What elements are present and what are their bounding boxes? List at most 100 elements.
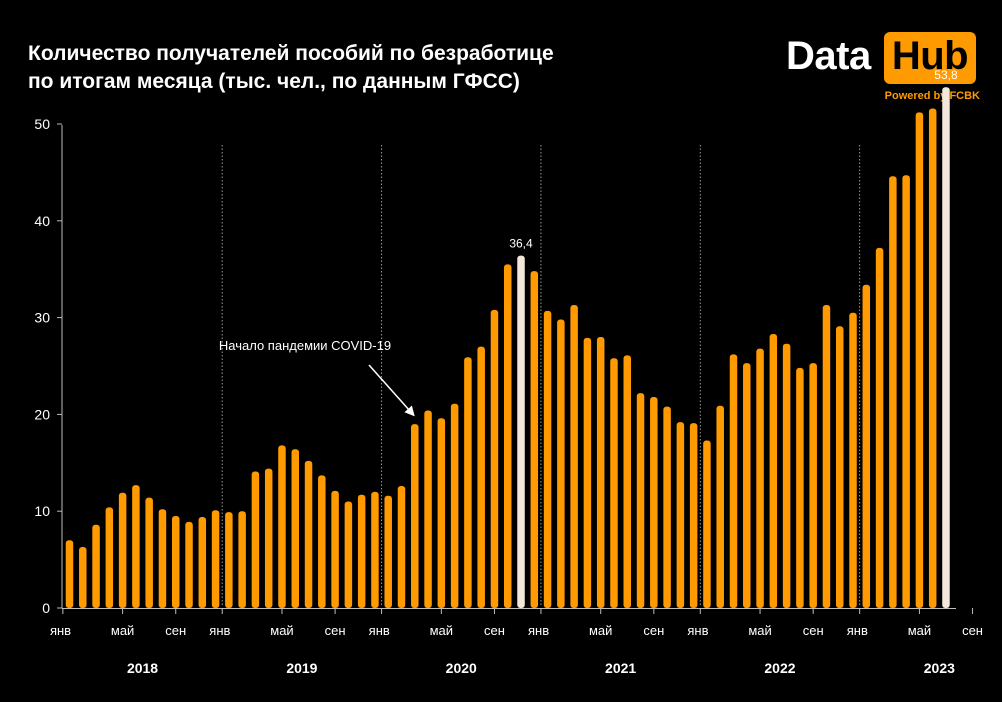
bar <box>331 490 339 608</box>
x-tick-label: май <box>748 623 771 638</box>
x-tick-label: янв <box>847 623 868 638</box>
bar <box>875 247 884 609</box>
year-label: 2021 <box>605 660 636 676</box>
bar <box>424 410 432 608</box>
bar <box>65 540 74 608</box>
annotation-arrow <box>368 364 415 417</box>
x-tick-label: сен <box>484 623 505 638</box>
bar <box>729 354 738 608</box>
bar <box>264 468 273 608</box>
bar <box>304 460 313 608</box>
x-tick-label: май <box>430 623 453 638</box>
year-label: 2023 <box>924 660 955 676</box>
bar <box>318 475 326 608</box>
bar <box>703 440 711 608</box>
bar <box>145 497 153 608</box>
bar <box>756 348 764 608</box>
bar <box>689 423 698 608</box>
bar <box>411 424 419 608</box>
logo-tagline: Powered by FCBK <box>884 90 980 102</box>
bar <box>743 363 751 608</box>
logo-word-data: Data <box>786 34 871 78</box>
bar <box>862 284 871 608</box>
bar <box>344 501 353 608</box>
bar <box>251 471 260 608</box>
x-tick-label: сен <box>803 623 824 638</box>
bar <box>809 363 817 608</box>
bar <box>291 449 300 608</box>
bar <box>636 393 645 608</box>
x-tick-label: май <box>270 623 293 638</box>
bar <box>225 512 233 608</box>
y-tick-label: 40 <box>34 213 50 229</box>
x-tick-label: май <box>111 623 134 638</box>
y-tick-label: 10 <box>34 503 50 519</box>
x-tick-label: сен <box>325 623 346 638</box>
bar <box>503 264 512 608</box>
year-label: 2020 <box>446 660 477 676</box>
y-tick-label: 20 <box>34 406 50 422</box>
bar <box>118 492 127 608</box>
bar <box>543 310 552 608</box>
year-label: 2018 <box>127 660 158 676</box>
bar <box>357 494 366 608</box>
bar <box>490 309 499 608</box>
x-tick-label: янв <box>209 623 230 638</box>
bar <box>211 510 220 608</box>
bar <box>716 405 724 608</box>
annotation-text: Начало пандемии COVID-19 <box>219 338 391 353</box>
bar <box>464 357 472 608</box>
x-tick-label: сен <box>643 623 664 638</box>
bar <box>278 445 286 608</box>
bar <box>79 547 87 608</box>
y-tick-label: 30 <box>34 310 50 326</box>
bar <box>835 326 844 608</box>
bar <box>583 337 592 608</box>
chart-title-line2: по итогам месяца (тыс. чел., по данным Г… <box>28 70 520 93</box>
bar <box>570 305 578 608</box>
x-tick-label: сен <box>962 623 983 638</box>
x-tick-label: янв <box>687 623 708 638</box>
bar <box>796 367 804 608</box>
chart-title-line1: Количество получателей пособий по безраб… <box>28 42 554 65</box>
bar <box>902 175 910 608</box>
bar <box>663 406 671 608</box>
logo-hub-box: Hub <box>884 32 976 84</box>
bar-highlighted <box>517 255 525 608</box>
bar <box>889 176 897 608</box>
bar <box>437 418 446 608</box>
data-label: 36,4 <box>509 237 533 251</box>
bar <box>92 524 100 608</box>
y-tick-label: 50 <box>34 116 50 132</box>
x-tick-label: янв <box>50 623 71 638</box>
year-label: 2019 <box>286 660 317 676</box>
x-tick-label: сен <box>165 623 186 638</box>
bar <box>158 509 167 608</box>
bar <box>371 491 379 608</box>
bar <box>530 271 539 608</box>
bar <box>384 495 392 608</box>
bar <box>650 396 658 608</box>
bar <box>610 358 618 608</box>
logo-word-hub: Hub <box>891 34 969 78</box>
y-tick-label: 0 <box>42 600 50 616</box>
data-label: 53,8 <box>934 68 958 82</box>
year-label: 2022 <box>764 660 795 676</box>
bar <box>477 346 485 608</box>
bar <box>397 486 406 608</box>
bar <box>596 336 605 608</box>
x-tick-label: май <box>589 623 612 638</box>
bar <box>676 422 685 608</box>
bar <box>849 312 857 608</box>
bar <box>782 343 791 608</box>
chart-title: Количество получателей пособий по безраб… <box>28 40 668 96</box>
bar <box>822 305 831 608</box>
bar <box>238 511 246 608</box>
datahub-logo: Data Hub Powered by FCBK <box>786 28 982 104</box>
x-tick-label: янв <box>528 623 549 638</box>
bar <box>915 112 924 608</box>
bar <box>185 521 193 608</box>
bar <box>105 507 114 608</box>
bar <box>198 517 207 608</box>
